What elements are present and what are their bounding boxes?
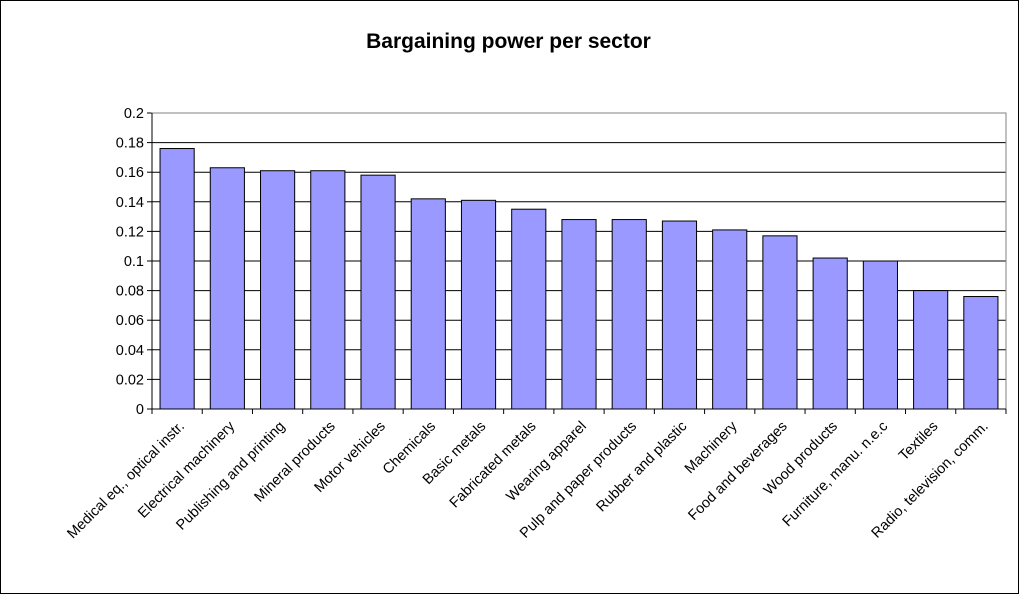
- axes: [147, 112, 1007, 414]
- bar: [963, 296, 999, 410]
- category-label: Electrical machinery: [135, 418, 239, 522]
- bar: [310, 170, 346, 410]
- y-tick-label: 0: [136, 402, 144, 418]
- y-tick-label: 0.02: [116, 372, 144, 388]
- y-tick-label: 0.16: [116, 165, 144, 181]
- bar: [360, 174, 396, 410]
- category-label: Rubber and plastic: [593, 419, 690, 516]
- bar: [209, 167, 245, 410]
- bar: [410, 198, 446, 410]
- bar: [611, 219, 647, 410]
- bar: [661, 220, 698, 410]
- y-tick-label: 0.06: [116, 313, 144, 329]
- bar: [511, 208, 547, 410]
- category-label: Fabricated metals: [447, 419, 540, 512]
- y-tick-label: 0.1: [124, 254, 144, 270]
- y-tick-label: 0.12: [116, 224, 144, 240]
- chart-title: Bargaining power per sector: [366, 30, 651, 53]
- y-tick-label: 0.18: [116, 136, 144, 152]
- y-tick-label: 0.14: [116, 195, 144, 211]
- bar: [712, 229, 748, 410]
- y-tick-label: 0.08: [116, 284, 144, 300]
- bar: [913, 290, 949, 410]
- category-label: Food and beverages: [685, 419, 790, 524]
- category-label: Textiles: [896, 419, 942, 465]
- bar: [460, 199, 497, 410]
- bar: [260, 170, 296, 410]
- bars: [159, 148, 999, 410]
- y-tick-label: 0.04: [116, 343, 144, 359]
- bar: [762, 235, 798, 410]
- bar: [812, 257, 848, 410]
- bar: [561, 219, 597, 410]
- y-tick-label: 0.2: [124, 106, 144, 122]
- bar: [159, 148, 195, 410]
- bar: [862, 260, 898, 410]
